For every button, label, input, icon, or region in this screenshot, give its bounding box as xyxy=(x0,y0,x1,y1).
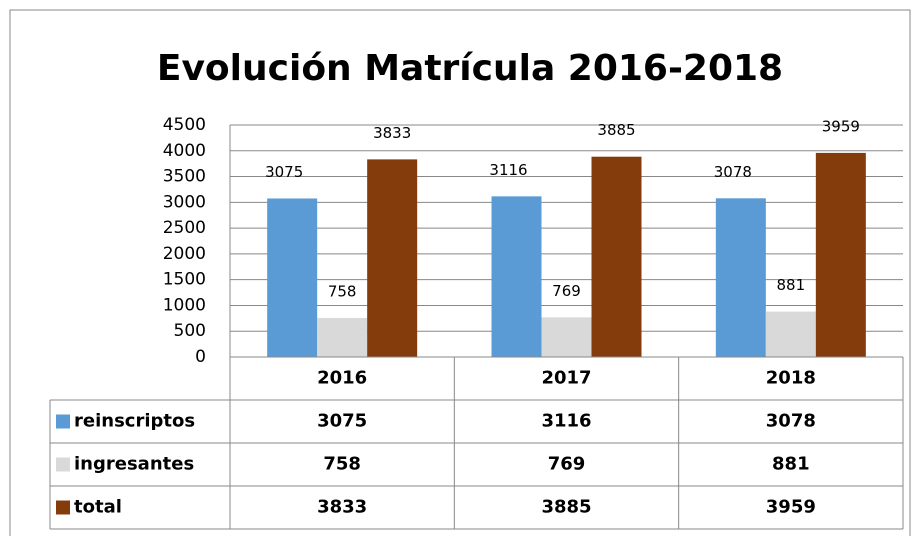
table-cell: 3075 xyxy=(317,411,367,432)
y-tick-label: 1500 xyxy=(163,270,206,290)
table-cell: 3833 xyxy=(317,497,367,518)
chart-title: Evolución Matrícula 2016-2018 xyxy=(157,48,783,89)
y-tick-label: 3000 xyxy=(163,192,206,212)
y-tick-label: 2000 xyxy=(163,244,206,264)
bar xyxy=(765,311,816,357)
bar xyxy=(367,159,418,357)
data-label: 3116 xyxy=(489,161,527,179)
bar xyxy=(591,156,642,357)
legend-label: total xyxy=(74,497,122,518)
table-cell: 3116 xyxy=(541,411,591,432)
table-cell: 881 xyxy=(772,454,810,475)
legend-swatch xyxy=(56,457,70,472)
legend-label: reinscriptos xyxy=(74,411,195,432)
bar xyxy=(267,198,318,357)
table-cell: 3885 xyxy=(541,497,591,518)
bar xyxy=(541,317,592,357)
y-tick-label: 0 xyxy=(195,347,206,367)
y-tick-label: 2500 xyxy=(163,218,206,238)
y-tick-label: 1000 xyxy=(163,295,206,315)
y-tick-label: 500 xyxy=(174,321,206,341)
data-label: 758 xyxy=(328,282,357,300)
table-cell: 3078 xyxy=(766,411,816,432)
bar xyxy=(317,317,368,357)
bar xyxy=(815,152,866,357)
data-label: 881 xyxy=(777,276,806,294)
legend-swatch xyxy=(56,414,70,429)
x-tick-label: 2016 xyxy=(317,368,367,389)
y-tick-label: 3500 xyxy=(163,167,206,187)
x-tick-label: 2018 xyxy=(766,368,816,389)
data-label: 3075 xyxy=(265,163,303,181)
y-tick-label: 4500 xyxy=(163,115,206,135)
table-cell: 769 xyxy=(548,454,586,475)
table-cell: 3959 xyxy=(766,497,816,518)
legend-swatch xyxy=(56,500,70,515)
bar xyxy=(491,196,542,357)
bar xyxy=(715,198,766,357)
y-tick-label: 4000 xyxy=(163,141,206,161)
data-label: 3885 xyxy=(597,121,635,139)
data-label: 3959 xyxy=(822,117,860,135)
legend-label: ingresantes xyxy=(74,454,194,475)
data-label: 769 xyxy=(552,282,581,300)
x-tick-label: 2017 xyxy=(541,368,591,389)
data-label: 3078 xyxy=(714,163,752,181)
table-cell: 758 xyxy=(323,454,361,475)
data-label: 3833 xyxy=(373,124,411,142)
